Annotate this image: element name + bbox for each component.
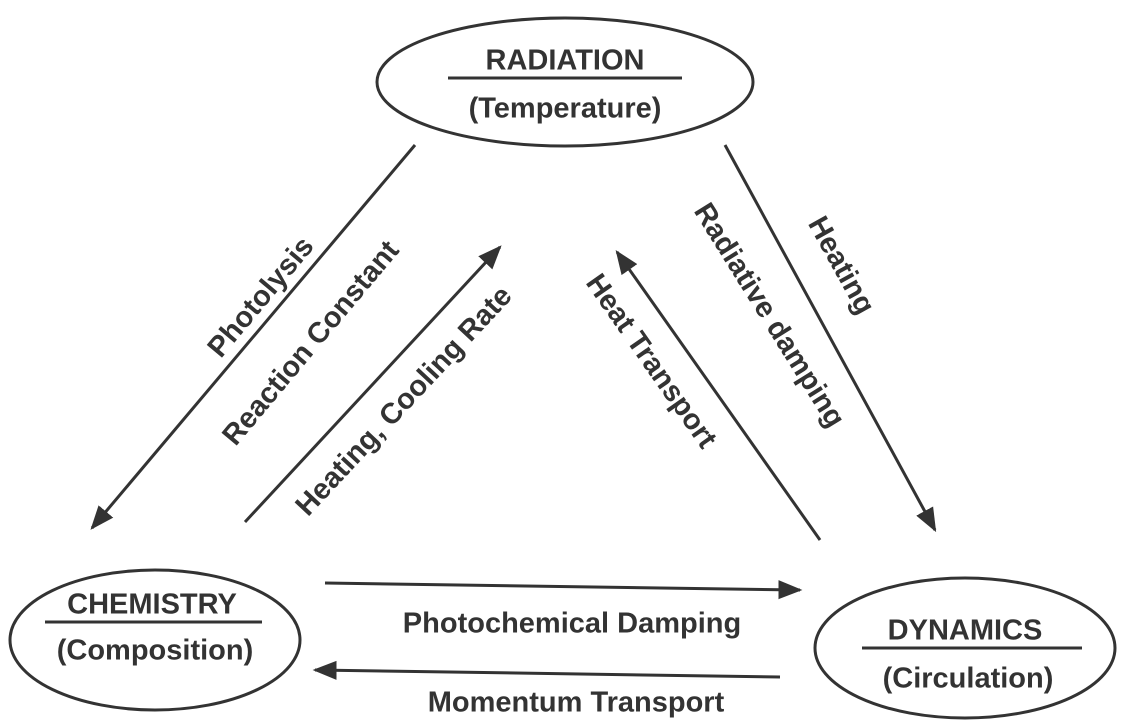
chemistry-node xyxy=(8,568,302,712)
arrow xyxy=(324,580,803,600)
node-sublabel: (Circulation) xyxy=(883,663,1054,695)
dynamics-node xyxy=(813,576,1117,720)
radiation-node xyxy=(375,16,755,148)
edge-label: Heat Transport xyxy=(579,268,723,454)
edge-label: Momentum Transport xyxy=(428,687,725,719)
node-label: CHEMISTRY xyxy=(67,589,237,621)
arrow xyxy=(312,660,781,680)
edge-label: Heating xyxy=(801,211,881,320)
arrow xyxy=(615,250,822,541)
edge-label: Photochemical Damping xyxy=(403,608,741,640)
node-sublabel: (Temperature) xyxy=(469,93,662,125)
node-label: DYNAMICS xyxy=(888,615,1043,647)
arrow xyxy=(243,245,502,524)
node-sublabel: (Composition) xyxy=(57,635,254,667)
arrow xyxy=(90,144,417,530)
node-label: RADIATION xyxy=(486,45,645,77)
arrow xyxy=(723,144,937,533)
